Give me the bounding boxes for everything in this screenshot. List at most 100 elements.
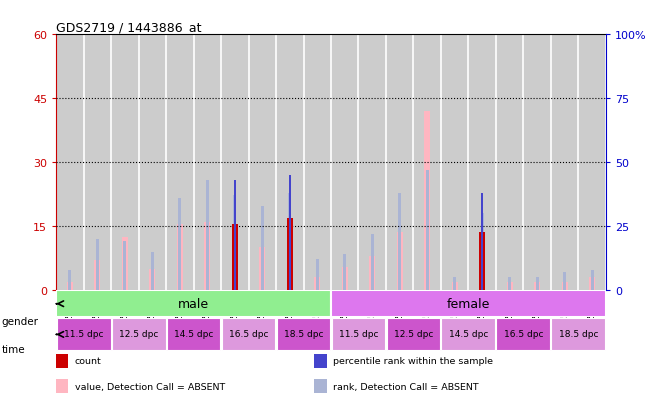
Bar <box>277 318 331 351</box>
Bar <box>342 267 348 290</box>
Bar <box>552 318 605 351</box>
Bar <box>496 318 550 351</box>
Bar <box>193 290 221 318</box>
Bar <box>56 354 68 368</box>
Bar <box>331 35 358 290</box>
Bar <box>536 278 539 290</box>
Bar <box>94 261 100 290</box>
Bar <box>314 278 320 290</box>
Text: 18.5 dpc: 18.5 dpc <box>558 330 598 338</box>
Text: rank, Detection Call = ABSENT: rank, Detection Call = ABSENT <box>333 382 478 391</box>
Bar <box>56 290 331 318</box>
Bar <box>151 252 154 290</box>
Bar <box>206 180 209 290</box>
Bar <box>451 282 458 290</box>
Bar <box>589 278 595 290</box>
Bar <box>480 214 484 290</box>
Bar <box>249 35 276 290</box>
Bar <box>56 379 68 394</box>
Text: 14.5 dpc: 14.5 dpc <box>449 330 488 338</box>
Bar <box>234 196 236 290</box>
Bar <box>479 288 485 290</box>
Bar <box>413 35 441 290</box>
Bar <box>331 290 358 318</box>
Bar <box>166 318 220 351</box>
Bar <box>67 282 73 290</box>
Bar <box>232 224 238 290</box>
Bar <box>166 35 193 290</box>
Bar <box>426 171 428 290</box>
Bar <box>222 318 275 351</box>
Bar <box>369 256 376 290</box>
Bar <box>578 35 606 290</box>
Bar <box>234 180 236 290</box>
Bar <box>166 290 193 318</box>
Bar <box>551 35 578 290</box>
Text: 12.5 dpc: 12.5 dpc <box>394 330 433 338</box>
Text: 16.5 dpc: 16.5 dpc <box>229 330 268 338</box>
Bar <box>276 35 304 290</box>
Bar <box>386 35 413 290</box>
Bar <box>343 255 346 290</box>
Bar <box>523 290 551 318</box>
Text: 12.5 dpc: 12.5 dpc <box>119 330 158 338</box>
Bar <box>177 224 183 290</box>
Bar <box>84 290 111 318</box>
Bar <box>441 290 469 318</box>
Bar <box>249 290 276 318</box>
Bar <box>315 379 327 394</box>
Bar <box>276 290 304 318</box>
Bar <box>424 112 430 290</box>
Bar <box>507 282 513 290</box>
Bar <box>315 354 327 368</box>
Text: value, Detection Call = ABSENT: value, Detection Call = ABSENT <box>75 382 225 391</box>
Bar <box>387 318 440 351</box>
Bar <box>496 35 523 290</box>
Bar <box>386 290 413 318</box>
Bar <box>481 193 483 290</box>
Bar <box>371 234 374 290</box>
Bar <box>304 35 331 290</box>
Bar <box>193 35 221 290</box>
Bar <box>111 290 139 318</box>
Bar <box>453 278 456 290</box>
Bar <box>178 199 182 290</box>
Bar <box>591 270 593 290</box>
Bar <box>316 260 319 290</box>
Text: time: time <box>1 344 25 354</box>
Bar <box>441 35 469 290</box>
Bar <box>56 35 84 290</box>
Text: 18.5 dpc: 18.5 dpc <box>284 330 323 338</box>
Bar <box>563 273 566 290</box>
Bar <box>96 239 99 290</box>
Bar <box>358 35 386 290</box>
Bar <box>111 35 139 290</box>
Bar <box>84 35 111 290</box>
Bar <box>204 222 211 290</box>
Text: percentile rank within the sample: percentile rank within the sample <box>333 356 493 366</box>
Bar <box>578 290 606 318</box>
Bar <box>259 248 265 290</box>
Text: GDS2719 / 1443886_at: GDS2719 / 1443886_at <box>56 21 201 34</box>
Bar <box>139 35 166 290</box>
Bar <box>112 318 166 351</box>
Bar <box>139 290 166 318</box>
Bar <box>562 282 568 290</box>
Bar <box>469 290 496 318</box>
Bar <box>261 206 263 290</box>
Bar <box>399 193 401 290</box>
Bar <box>57 318 110 351</box>
Bar <box>56 290 84 318</box>
Bar <box>288 176 291 290</box>
Bar <box>149 269 155 290</box>
Text: 14.5 dpc: 14.5 dpc <box>174 330 213 338</box>
Bar <box>479 233 485 290</box>
Bar <box>288 193 291 290</box>
Bar <box>523 35 551 290</box>
Bar <box>221 35 249 290</box>
Bar <box>122 237 128 290</box>
Bar <box>123 242 126 290</box>
Bar <box>534 282 540 290</box>
Text: 16.5 dpc: 16.5 dpc <box>504 330 543 338</box>
Bar <box>286 220 293 290</box>
